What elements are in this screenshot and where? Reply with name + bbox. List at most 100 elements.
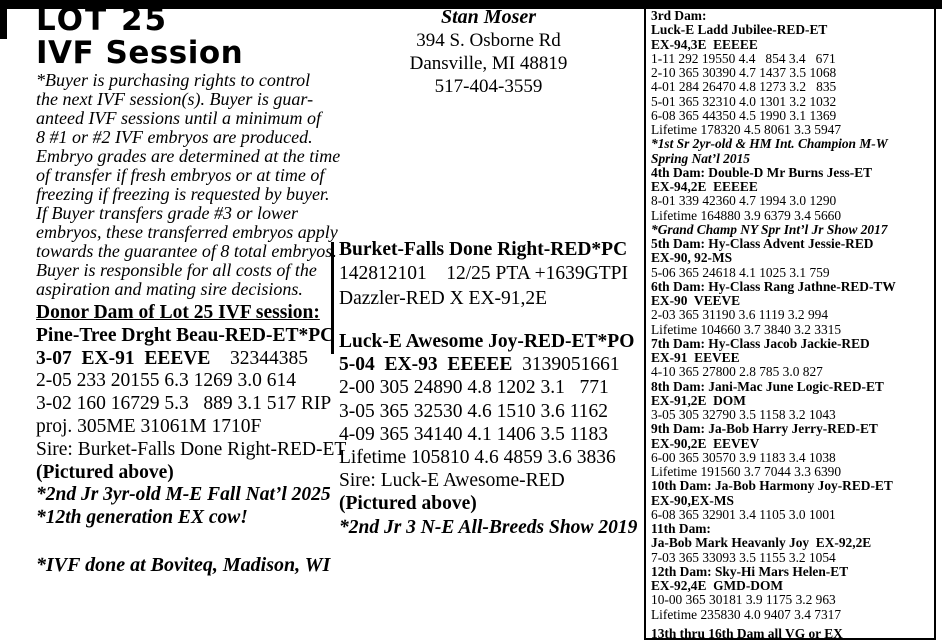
service-sire-block: Burket-Falls Done Right-RED*PC 142812101 … [339,238,628,311]
session-title-heading: IVF Session [36,35,244,71]
terms-line: *Buyer is purchasing rights to control [36,71,341,90]
line-text: 3rd Dam: [651,8,707,23]
maternal-line-entry: 7th Dam: Hy-Class Jacob Jackie-RED [651,336,932,351]
terms-line: aspiration and mating sire decisions. [36,280,341,299]
ivf-location-note: *IVF done at Boviteq, Madison, WI [36,553,331,576]
line-text: 5th Dam: Hy-Class Advent Jessie-RED [651,236,874,251]
line-text: 5-04 EX-93 EEEEE [339,354,513,376]
donor-dam-line: 3-07 EX-91 EEEVE 32344385 [36,348,341,371]
dam-record-block: Luck-E Awesome Joy-RED-ET*PO 5-04 EX-93 E… [339,330,637,539]
maternal-line-entry: 3rd Dam: [651,8,932,23]
maternal-line-entry: Lifetime 164880 3.9 6379 3.4 5660 [651,207,932,223]
maternal-line-entry: Lifetime 235830 4.0 9407 3.4 7317 [651,607,932,622]
line-text: EX-90 VEEVE [651,293,741,308]
maternal-line-entry: 6-08 365 32901 3.4 1105 3.0 1001 [651,507,932,522]
line-text: EX-94,2E EEEEE [651,179,758,194]
consignor-address-line2: Dansville, MI 48819 [409,53,568,74]
terms-line: Embryo grades are determined at the time [36,147,341,166]
terms-line: embryos, these transferred embryos apply [36,223,341,242]
donor-dam-line: Pine-Tree Drght Beau-RED-ET*PC [36,325,341,348]
donor-dam-line: 2-05 233 20155 6.3 1269 3.0 614 [36,370,341,393]
line-text: EX-90,EX-MS [651,492,734,508]
maternal-line-entry: EX-92,4E GMD-DOM [651,578,932,593]
line-text: the next IVF session(s). Buyer is guar- [36,89,314,109]
line-text: Luck-E Awesome Joy-RED-ET*PO [339,331,635,352]
line-text: Sire: Luck-E Awesome-RED [339,470,565,492]
maternal-line-entry: 8-01 339 42360 4.7 1994 3.0 1290 [651,194,932,208]
line-text: *Buyer is purchasing rights to control [36,70,311,90]
maternal-line-entry: 2-10 365 30390 4.7 1437 3.5 1068 [651,65,932,80]
maternal-line-entry: EX-94,3E EEEEE [651,36,932,52]
maternal-line-entry: Lifetime 104660 3.7 3840 3.2 3315 [651,321,932,337]
page-left-corner-border [0,0,7,39]
line-text: 8 #1 or #2 IVF embryos are produced. [36,127,313,147]
line-text: *12th generation EX cow! [36,507,248,529]
dam-record-line: Sire: Luck-E Awesome-RED [339,469,637,492]
maternal-line-entry: Ja-Bob Mark Heavanly Joy EX-92,2E [651,536,932,550]
dam-record-line: *2nd Jr 3 N-E All-Breeds Show 2019 [339,516,637,539]
line-text: EX-94,3E EEEEE [651,36,758,52]
line-text: 1-11 292 19550 4.4 854 3.4 671 [651,50,836,66]
middle-column: Stan Moser 394 S. Osborne Rd Dansville, … [331,6,640,538]
maternal-line-entry: 1-11 292 19550 4.4 854 3.4 671 [651,50,932,66]
lot-number-heading: LOT 25 [36,2,169,38]
maternal-line-entry: 10-00 365 30181 3.9 1175 3.2 963 [651,593,932,607]
maternal-line-entry: EX-90 VEEVE [651,293,932,308]
line-text-secondary: 32344385 [210,347,308,369]
maternal-line-entry: 5-06 365 24618 4.1 1025 3.1 759 [651,264,932,280]
line-text: 10th Dam: Ja-Bob Harmony Joy-RED-ET [651,478,893,494]
donor-dam-line: proj. 305ME 31061M 1710F [36,416,341,439]
line-text: 6th Dam: Hy-Class Rang Jathne-RED-TW [651,278,896,294]
line-text: Lifetime 104660 3.7 3840 3.2 3315 [651,321,842,337]
line-text: 2-03 365 31190 3.6 1119 3.2 994 [651,307,829,323]
line-text: 3-07 EX-91 EEEVE [36,347,211,369]
line-text: 8th Dam: Jani-Mac June Logic-RED-ET [651,378,884,394]
line-text: embryos, these transferred embryos apply [36,222,338,242]
terms-line: towards the guarantee of 8 total embryos… [36,242,341,261]
maternal-line-entry: 13th thru 16th Dam all VG or EX [651,625,932,641]
donor-dam-line: (Pictured above) [36,462,341,485]
line-text: 4-09 365 34140 4.1 1406 3.5 1183 [339,423,609,445]
terms-line: If Buyer transfers grade #3 or lower [36,204,341,223]
donor-dam-line: *12th generation EX cow! [36,507,341,530]
donor-dam-line: Sire: Burket-Falls Done Right-RED-ET [36,439,346,462]
line-text: 11th Dam: [651,521,711,536]
line-text: Lifetime 178320 4.5 8061 3.3 5947 [651,122,842,137]
terms-line: anteed IVF sessions until a minimum of [36,109,341,128]
maternal-line-entry: 2-03 365 31190 3.6 1119 3.2 994 [651,308,932,322]
line-text: Spring Nat’l 2015 [651,150,750,166]
line-text: Lifetime 164880 3.9 6379 3.4 5660 [651,207,842,223]
line-text-secondary: 3139051661 [512,354,620,376]
line-text: 3-05 365 32530 4.6 1510 3.6 1162 [339,400,609,422]
maternal-line-entry: 5-01 365 32310 4.0 1301 3.2 1032 [651,93,932,109]
pedigree-bracket-line [331,242,334,354]
maternal-line-entry: 7-03 365 33093 3.5 1155 3.2 1054 [651,550,932,565]
donor-dam-line: 3-02 160 16729 5.3 889 3.1 517 RIP [36,393,341,416]
line-text: Burket-Falls Done Right-RED*PC [339,239,628,260]
maternal-line-box: 3rd Dam: Luck-E Ladd Jubilee-RED-ET EX-94,… [644,6,936,640]
terms-line: of transfer if fresh embryos or at time … [36,166,341,185]
line-text: 5-06 365 24618 4.1 1025 3.1 759 [651,264,830,280]
line-text: Lifetime 191560 3.7 7044 3.3 6390 [651,464,842,479]
line-text: (Pictured above) [339,493,477,515]
line-text: 5-01 365 32310 4.0 1301 3.2 1032 [651,93,837,109]
maternal-line-entry: 4-10 365 27800 2.8 785 3.0 827 [651,365,932,379]
maternal-line-entry: *1st Sr 2yr-old & HM Int. Champion M-W [651,137,932,151]
maternal-line-entry: 3-05 305 32790 3.5 1158 3.2 1043 [651,407,932,422]
maternal-line-entry: 11th Dam: [651,521,932,536]
consignor-name: Stan Moser [440,6,537,28]
line-text: 13th thru 16th Dam all VG or EX [651,625,843,641]
line-text: Embryo grades are determined at the time [36,146,341,166]
line-text: 4-01 284 26470 4.8 1273 3.2 835 [651,79,837,95]
maternal-line-entry: EX-94,2E EEEEE [651,179,932,194]
line-text: aspiration and mating sire decisions. [36,279,303,299]
line-text: Buyer is responsible for all costs of th… [36,260,317,280]
line-text: 6-08 365 44350 4.5 1990 3.1 1369 [651,107,837,123]
donor-dam-line: Donor Dam of Lot 25 IVF session: [36,302,341,325]
line-text: proj. 305ME 31061M 1710F [36,415,262,437]
line-text: *1st Sr 2yr-old & HM Int. Champion M-W [651,136,888,152]
maternal-line-entry: 8th Dam: Jani-Mac June Logic-RED-ET [651,378,932,394]
line-text: EX-91 EEVEE [651,350,740,365]
left-column: LOT 25 IVF Session *Buyer is purchasing … [36,2,346,577]
